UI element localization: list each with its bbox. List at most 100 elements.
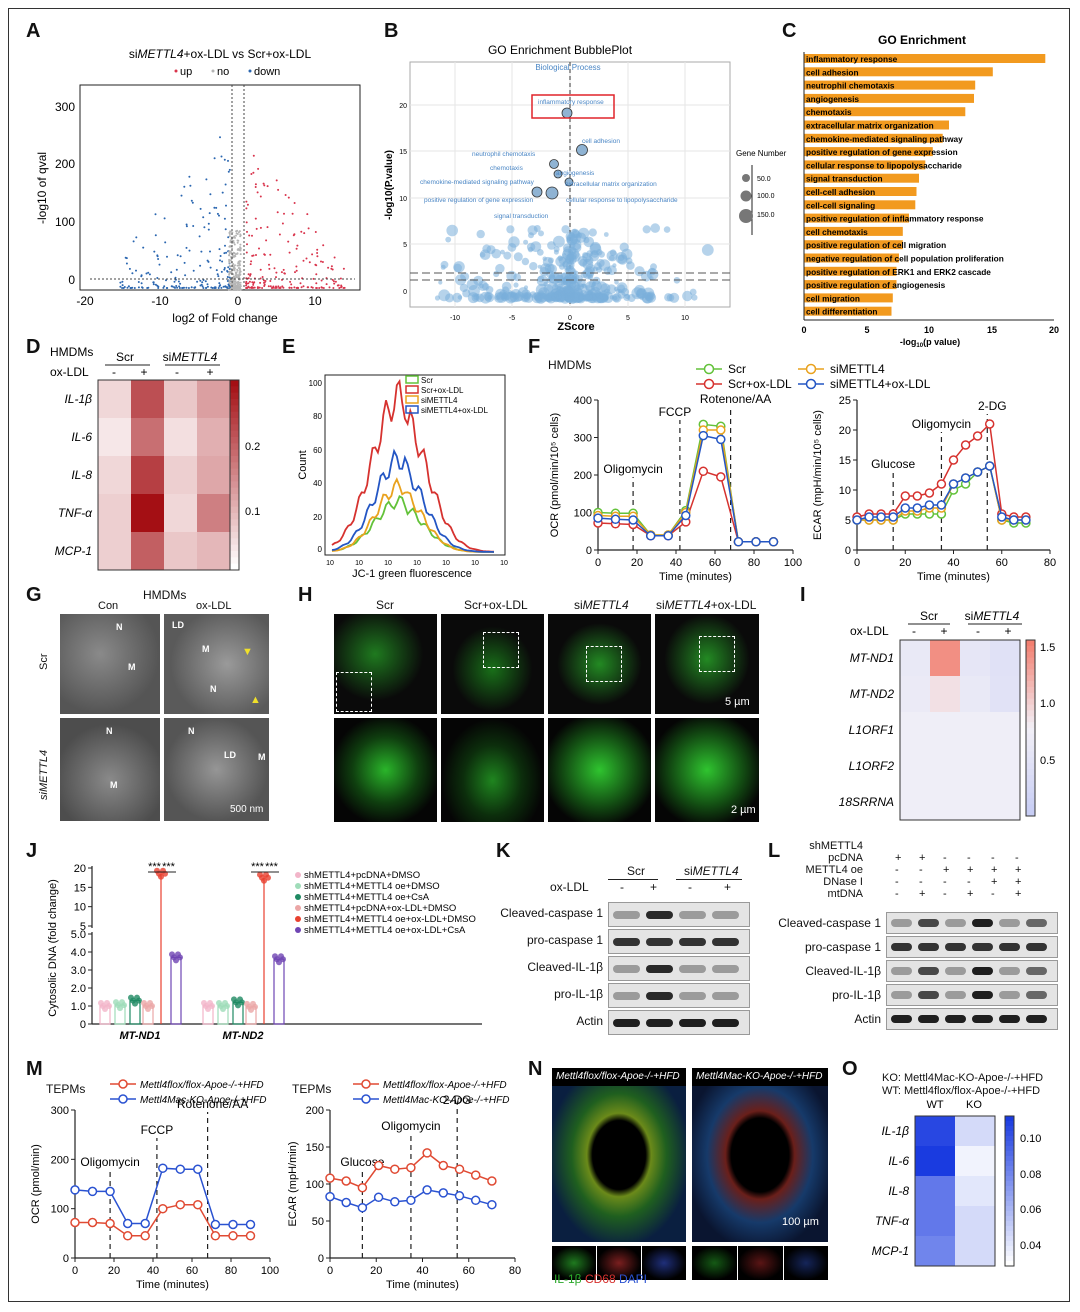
volcano-point xyxy=(219,255,222,257)
x-tick: 10 xyxy=(355,560,363,567)
blot-band xyxy=(613,991,640,1000)
heatmap-cell xyxy=(915,1146,955,1176)
data-point xyxy=(912,503,923,513)
data-point xyxy=(768,537,779,547)
volcano-point xyxy=(318,287,321,289)
volcano-point xyxy=(250,260,253,263)
data-point xyxy=(1009,515,1019,525)
volcano-point xyxy=(229,241,232,244)
bubble xyxy=(682,290,693,302)
volcano-point xyxy=(255,227,258,230)
data-point xyxy=(751,537,761,547)
colorbar-step xyxy=(230,443,239,451)
term-bubble xyxy=(549,159,559,169)
bubble xyxy=(452,292,462,303)
panel-label-l: L xyxy=(768,840,781,862)
if-channel-red xyxy=(597,1246,641,1280)
bubble xyxy=(501,281,512,292)
go-bar xyxy=(804,80,976,90)
go-bar xyxy=(804,187,917,196)
legend-label: Scr+ox-LDL xyxy=(728,377,792,391)
colorbar-step xyxy=(1005,1126,1014,1132)
bubble xyxy=(540,263,552,275)
data-point xyxy=(1021,515,1031,525)
y-tick: 20 xyxy=(399,103,407,110)
volcano-point xyxy=(185,286,188,289)
volcano-point xyxy=(218,282,221,285)
treatment-label: pcDNA xyxy=(828,852,863,864)
blot-band xyxy=(999,943,1020,951)
volcano-point xyxy=(308,261,311,264)
heatmap-cell xyxy=(164,494,197,532)
volcano-point xyxy=(245,207,248,210)
volcano-point xyxy=(234,280,237,283)
colorbar-step xyxy=(230,380,239,387)
bubble xyxy=(520,292,531,303)
bubble-x-label: ZScore xyxy=(557,321,594,333)
colorbar-step xyxy=(230,456,239,463)
data-point xyxy=(948,455,959,465)
data-point xyxy=(593,513,603,523)
y-tick: 15 xyxy=(74,882,86,894)
bubble xyxy=(562,243,572,253)
x-tick: 80 xyxy=(1044,557,1056,569)
x-tick: 60 xyxy=(186,1265,198,1277)
volcano-point xyxy=(297,286,299,289)
volcano-point xyxy=(236,269,239,272)
sign: + xyxy=(991,864,998,876)
blot-band xyxy=(712,937,739,946)
go-bar xyxy=(804,54,1046,63)
colorbar-step xyxy=(1005,1131,1014,1137)
legend-marker xyxy=(361,1094,371,1104)
volcano-point xyxy=(339,277,342,280)
volcano-point xyxy=(274,287,277,289)
bubble xyxy=(564,286,574,296)
data-point xyxy=(193,1199,203,1210)
volcano-point xyxy=(316,248,319,251)
colorbar-step xyxy=(1005,1161,1014,1167)
data-point xyxy=(121,1002,127,1009)
x-tick: 0 xyxy=(327,1265,333,1277)
colorbar-step xyxy=(230,487,239,495)
plaque-if-images: Mettl4flox/flox-Apoe-/-+HFD Mettl4Mac-KO… xyxy=(552,1068,828,1290)
volcano-point xyxy=(229,279,232,282)
sign: + xyxy=(967,888,974,900)
bubble xyxy=(553,272,564,283)
colorbar-step xyxy=(230,563,239,571)
heatmap-cell xyxy=(955,1146,995,1176)
bubble xyxy=(543,294,552,302)
volcano-point xyxy=(239,281,242,284)
volcano-point xyxy=(322,244,325,247)
volcano-point xyxy=(284,194,287,196)
volcano-point xyxy=(239,247,242,250)
colorbar-step xyxy=(230,494,239,501)
volcano-point xyxy=(221,260,224,263)
injection-label: 2-DG xyxy=(978,399,1007,413)
x-tick: 5 xyxy=(626,315,630,322)
blot-strip xyxy=(886,912,1058,934)
heatmap-cell xyxy=(98,380,131,418)
histogram-curve xyxy=(331,448,495,553)
volcano-point xyxy=(228,289,230,291)
volcano-point xyxy=(256,191,259,194)
y-axis-label: ECAR (mpH/min/10⁵ cells) xyxy=(812,410,824,540)
y-tick: 15 xyxy=(399,149,407,156)
x-tick: 80 xyxy=(748,557,760,569)
heatmap-cell xyxy=(990,748,1020,784)
volcano-point xyxy=(223,252,226,255)
volcano-point xyxy=(202,216,205,219)
colorbar-step xyxy=(1026,757,1035,764)
volcano-point xyxy=(182,286,184,289)
volcano-point xyxy=(217,287,220,289)
volcano-point xyxy=(251,234,253,237)
blot-band xyxy=(613,964,640,973)
blot-band xyxy=(918,919,939,927)
panel-label-i: I xyxy=(800,584,806,606)
blot-band xyxy=(999,919,1020,927)
row-label: IL-6 xyxy=(71,430,92,444)
volcano-point xyxy=(245,221,248,224)
volcano-point xyxy=(292,234,295,237)
volcano-point xyxy=(328,286,331,289)
heatmap-cell xyxy=(960,712,990,748)
legend-label: shMETTL4+METTL4 oe+ox-LDL+CsA xyxy=(304,925,466,936)
